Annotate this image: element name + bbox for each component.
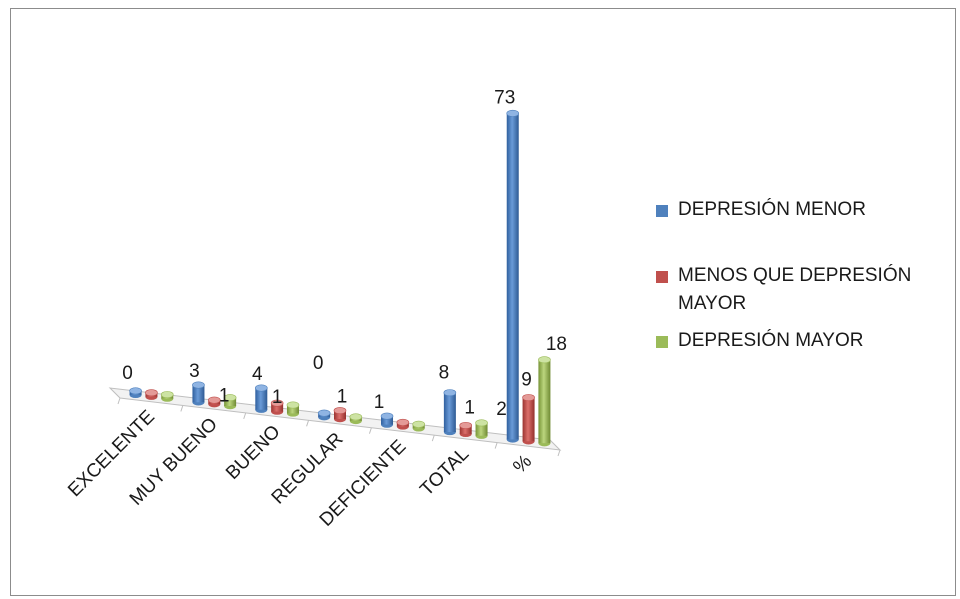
legend-item: MENOS QUE DEPRESIÓN MAYOR — [656, 262, 948, 318]
chart-bars — [129, 109, 551, 447]
tick-label: BUENO — [222, 421, 285, 484]
bar — [475, 419, 488, 439]
tick-label: % — [509, 451, 536, 478]
bar — [538, 356, 551, 447]
data-label: 73 — [494, 87, 515, 108]
chart-frame — [10, 8, 956, 596]
bar — [129, 387, 142, 399]
data-label: 4 — [252, 364, 263, 385]
bar — [160, 391, 174, 402]
bar — [255, 384, 268, 413]
data-label: 0 — [313, 353, 324, 374]
data-label: 1 — [337, 387, 348, 408]
data-label: 3 — [189, 361, 200, 382]
tick-label: TOTAL — [416, 444, 473, 501]
data-label: 18 — [546, 334, 567, 355]
data-label: 1 — [219, 386, 230, 407]
bar — [223, 394, 237, 410]
data-label: 1 — [272, 387, 283, 408]
legend-label: DEPRESIÓN MENOR — [678, 199, 866, 220]
bar — [317, 409, 331, 421]
data-label: 1 — [374, 392, 385, 413]
legend-swatch — [656, 205, 668, 217]
legend-item: DEPRESIÓN MAYOR — [656, 327, 946, 355]
data-label: 1 — [464, 397, 475, 418]
bar — [380, 412, 394, 428]
legend-item: DEPRESIÓN MENOR — [656, 196, 946, 224]
bar — [412, 420, 425, 432]
data-label: 0 — [122, 363, 133, 384]
data-label: 8 — [439, 363, 450, 384]
bar — [192, 381, 205, 406]
bar — [145, 389, 158, 400]
legend-label: DEPRESIÓN MAYOR — [678, 330, 864, 351]
data-label: 2 — [496, 399, 507, 420]
bar — [506, 109, 520, 443]
legend-swatch — [656, 271, 668, 283]
bar — [522, 394, 535, 445]
bar — [333, 407, 347, 423]
bar — [286, 401, 300, 417]
bar — [270, 399, 284, 415]
legend-swatch — [656, 336, 668, 348]
bar — [443, 389, 457, 436]
data-label: 9 — [521, 370, 532, 391]
bar — [396, 418, 410, 430]
bar — [459, 421, 473, 438]
legend-label: MENOS QUE DEPRESIÓN MAYOR — [678, 265, 912, 314]
bar — [207, 396, 221, 408]
bar — [349, 413, 363, 425]
legend: DEPRESIÓN MENOR MENOS QUE DEPRESIÓN MAYO… — [656, 196, 946, 355]
